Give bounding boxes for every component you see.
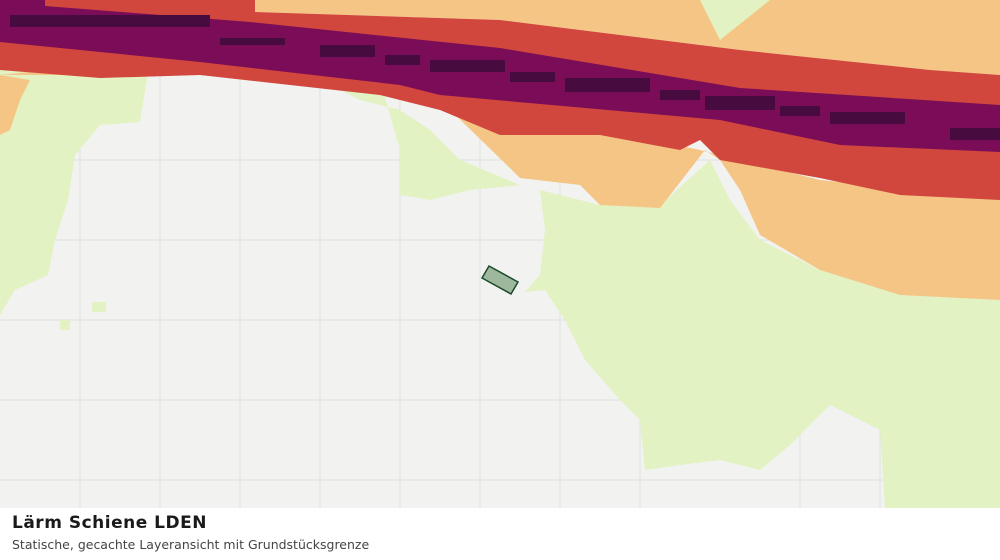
caption-title: Lärm Schiene LDEN [12,513,207,533]
noise-darkpurple [10,15,1000,140]
caption: Lärm Schiene LDEN Statische, gecachte La… [0,508,1000,560]
parcel-boundary [480,264,520,296]
caption-subtitle: Statische, gecachte Layeransicht mit Gru… [12,537,370,552]
